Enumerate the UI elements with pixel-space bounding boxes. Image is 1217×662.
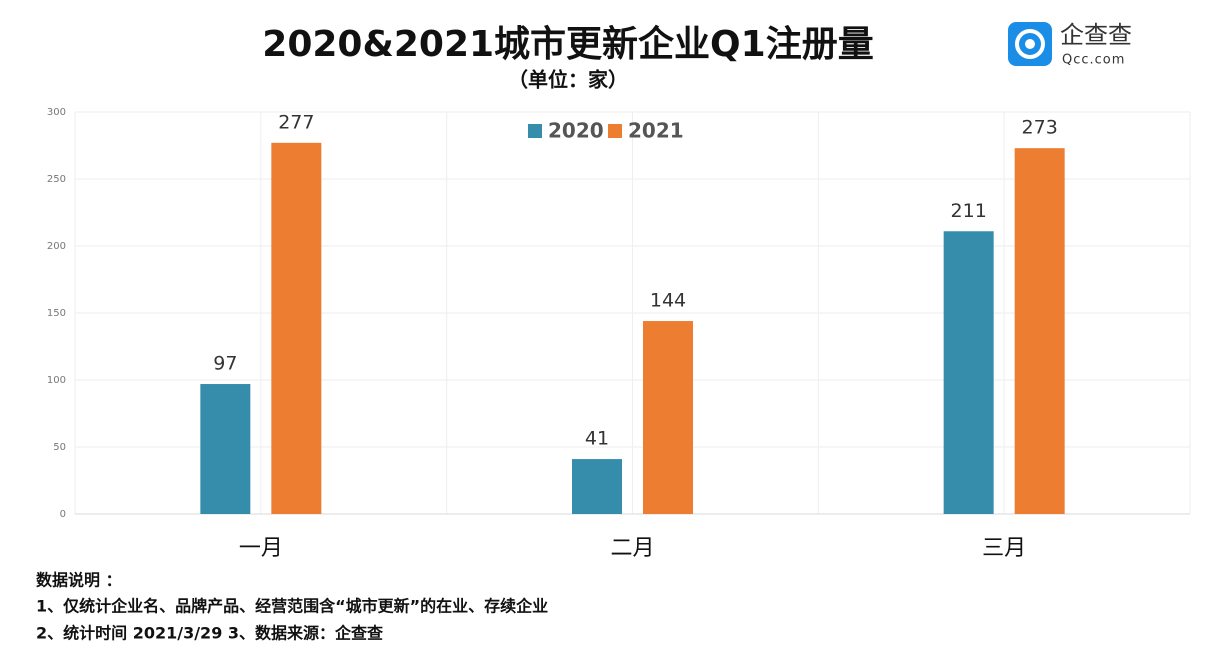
value-label: 211	[951, 200, 987, 222]
value-label: 97	[213, 353, 237, 375]
y-tick-label: 0	[60, 509, 66, 520]
logo-name: 企查查	[1060, 21, 1132, 49]
bar	[943, 231, 994, 514]
x-tick-label: 三月	[982, 536, 1026, 561]
y-tick-label: 250	[47, 174, 66, 185]
value-label: 277	[278, 111, 314, 133]
chart-title: 2020&2021城市更新企业Q1注册量	[262, 23, 873, 65]
logo-ring	[1015, 29, 1045, 59]
logo: 企查查 Qcc.com	[1008, 21, 1132, 68]
legend-label: 2020	[548, 119, 604, 143]
y-tick-label: 50	[53, 442, 66, 453]
value-label: 273	[1022, 117, 1058, 139]
legend-swatch	[608, 124, 622, 138]
notes-line: 1、仅统计企业名、品牌产品、经营范围含“城市更新”的在业、存续企业	[36, 597, 548, 616]
legend-label: 2021	[628, 119, 684, 143]
logo-dot	[1025, 39, 1035, 49]
bar	[200, 384, 251, 514]
bar	[271, 142, 322, 514]
bar	[1014, 148, 1065, 514]
value-label: 144	[650, 290, 686, 312]
x-tick-label: 一月	[239, 536, 283, 561]
legend-swatch	[528, 124, 542, 138]
chart-subtitle: （单位：家）	[508, 68, 628, 92]
y-tick-label: 300	[47, 107, 66, 118]
bar	[643, 321, 693, 514]
y-tick-label: 100	[47, 375, 66, 386]
notes-heading: 数据说明 ：	[36, 571, 122, 590]
value-label: 41	[585, 428, 609, 450]
x-tick-label: 二月	[610, 536, 654, 561]
bar	[572, 459, 622, 514]
y-tick-label: 150	[47, 308, 66, 319]
y-tick-label: 200	[47, 241, 66, 252]
logo-site: Qcc.com	[1062, 53, 1125, 68]
notes-line: 2、统计时间 2021/3/29 3、数据来源：企查查	[36, 624, 383, 643]
